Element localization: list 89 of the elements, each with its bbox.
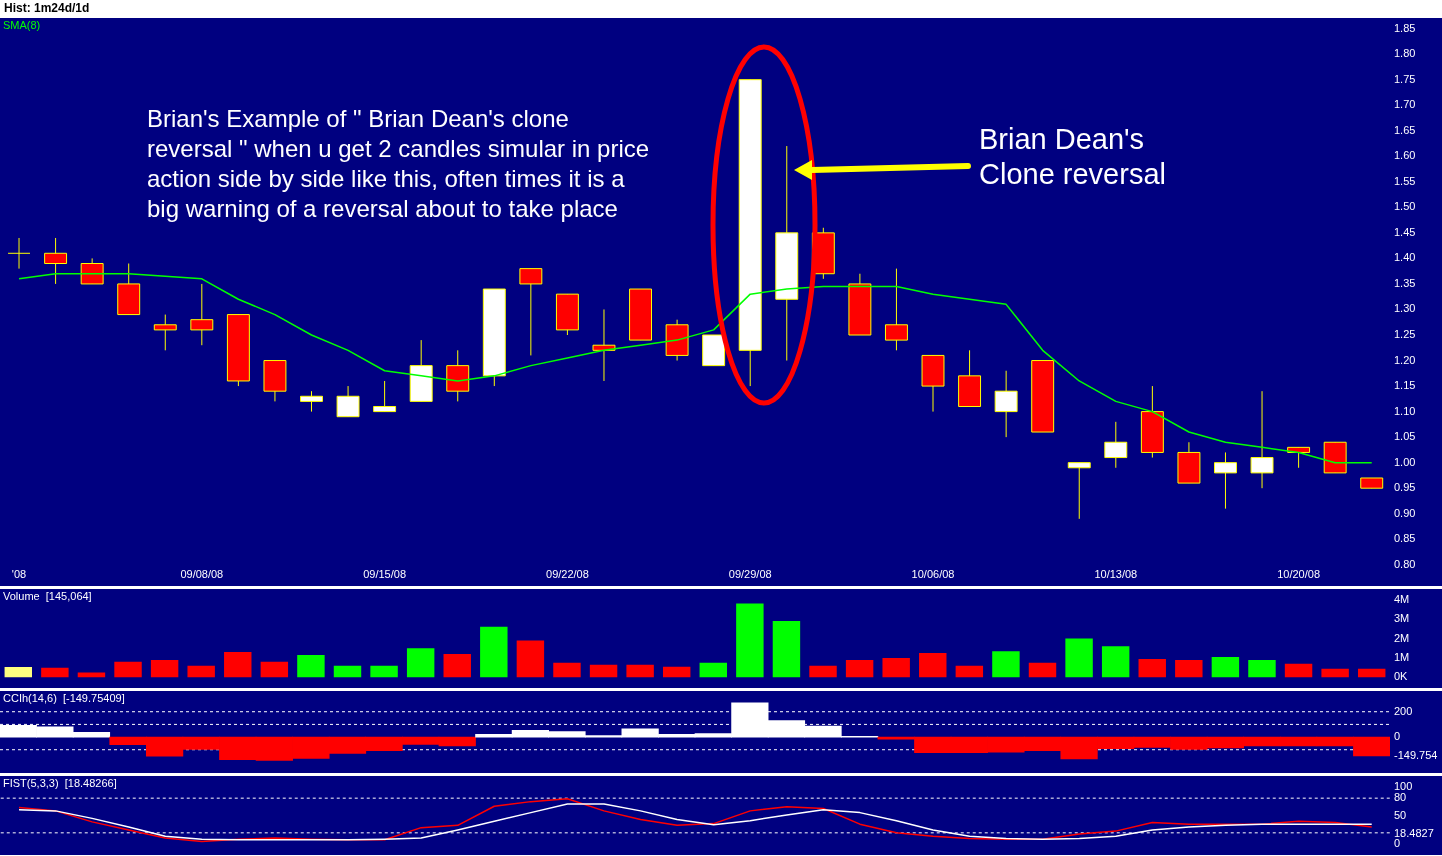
bar	[1138, 658, 1166, 678]
bar	[480, 626, 508, 678]
bar	[662, 666, 691, 678]
bar	[260, 661, 289, 678]
candlestick	[7, 237, 31, 270]
x-tick-label: '08	[11, 568, 27, 581]
chart-title: CCIh(14,6) [-149.75409]	[3, 692, 125, 704]
y-tick-label: 80	[1394, 791, 1407, 804]
candlestick	[884, 268, 908, 351]
bar	[297, 655, 325, 678]
y-tick-label: 1.25	[1394, 328, 1416, 341]
bar	[626, 664, 654, 678]
annotation: Brian's Example of " Brian Dean's clone reversal " when u get 2 candles simular in price action side by side like this, often times it is a big warning of a reversal about to take place	[147, 104, 651, 224]
y-tick-label: 0	[1394, 837, 1401, 850]
chart-title: Volume [145,064]	[3, 590, 92, 602]
y-tick-label: 1.65	[1394, 123, 1416, 136]
bar	[772, 621, 801, 678]
bar	[992, 651, 1020, 678]
y-tick-label: 100	[1394, 779, 1413, 792]
y-tick-label: 0.85	[1394, 532, 1416, 545]
bar	[1065, 638, 1093, 678]
y-tick-label: 3M	[1394, 612, 1410, 625]
y-tick-label: 1.05	[1394, 430, 1416, 443]
y-tick-label: 200	[1394, 704, 1413, 717]
bar	[516, 640, 545, 678]
chart-title: Hist: 1m24d/1d	[3, 0, 91, 17]
bar	[333, 665, 362, 678]
bar	[1101, 646, 1130, 678]
bar	[1248, 659, 1276, 678]
bar	[150, 659, 179, 678]
bar	[1211, 656, 1240, 678]
annotation: Brian Dean's Clone reversal	[979, 122, 1167, 192]
bar	[224, 652, 252, 678]
y-tick-label: 0.80	[1394, 557, 1416, 570]
y-tick-label: 1.10	[1394, 404, 1416, 417]
y-tick-label: 1.75	[1394, 72, 1416, 85]
y-tick-label: 1.15	[1394, 379, 1416, 392]
y-tick-label: 1.70	[1394, 98, 1416, 111]
bar	[553, 662, 581, 678]
y-tick-label: 2M	[1394, 631, 1410, 644]
bar	[1357, 668, 1386, 678]
y-tick-label: 1.30	[1394, 302, 1416, 315]
y-tick-label: 1.20	[1394, 353, 1416, 366]
chart-title: FIST(5,3,3) [18.48266]	[3, 777, 117, 789]
y-tick-label: 1M	[1394, 650, 1410, 663]
y-tick-label: 1.80	[1394, 47, 1416, 60]
y-tick-label: 18.4827	[1394, 826, 1434, 839]
bar	[4, 667, 33, 678]
y-tick-label: 1.60	[1394, 149, 1416, 162]
bar	[1028, 662, 1057, 678]
bar	[589, 664, 618, 678]
bar	[1321, 668, 1349, 678]
y-tick-label: 0K	[1394, 670, 1409, 683]
x-tick-label: 10/13/08	[1094, 568, 1138, 581]
y-tick-label: 50	[1394, 808, 1407, 821]
bar	[187, 665, 215, 678]
x-tick-label: 09/08/08	[180, 568, 224, 581]
y-tick-label: 1.00	[1394, 455, 1416, 468]
y-tick-label: 1.55	[1394, 174, 1416, 187]
y-tick-label: -149.754	[1394, 749, 1438, 762]
bar	[955, 665, 984, 678]
x-tick-label: 09/15/08	[363, 568, 407, 581]
bar	[809, 665, 837, 678]
bar	[1284, 663, 1313, 678]
text: SMA(8)	[3, 19, 41, 31]
y-tick-label: 1.35	[1394, 276, 1416, 289]
x-tick-label: 09/22/08	[546, 568, 589, 581]
bar	[406, 648, 435, 678]
y-tick-label: 1.85	[1394, 21, 1416, 34]
x-tick-label: 09/29/08	[728, 568, 772, 581]
y-tick-label: 4M	[1394, 592, 1410, 605]
bar	[699, 662, 728, 678]
bar	[736, 603, 764, 678]
bar	[370, 665, 398, 678]
y-tick-label: 1.40	[1394, 251, 1416, 264]
bar	[845, 659, 874, 678]
bar	[443, 654, 471, 678]
bar	[919, 653, 947, 678]
y-tick-label: 1.45	[1394, 225, 1416, 238]
x-tick-label: 10/20/08	[1277, 568, 1321, 581]
y-tick-label: 0.95	[1394, 481, 1416, 494]
bar	[1175, 659, 1203, 678]
y-tick-label: 0	[1394, 730, 1401, 743]
bar	[41, 667, 69, 678]
y-tick-label: 0.90	[1394, 506, 1416, 519]
bar	[882, 657, 910, 678]
x-tick-label: 10/06/08	[911, 568, 955, 581]
bar	[114, 661, 142, 678]
y-tick-label: 1.50	[1394, 200, 1416, 213]
